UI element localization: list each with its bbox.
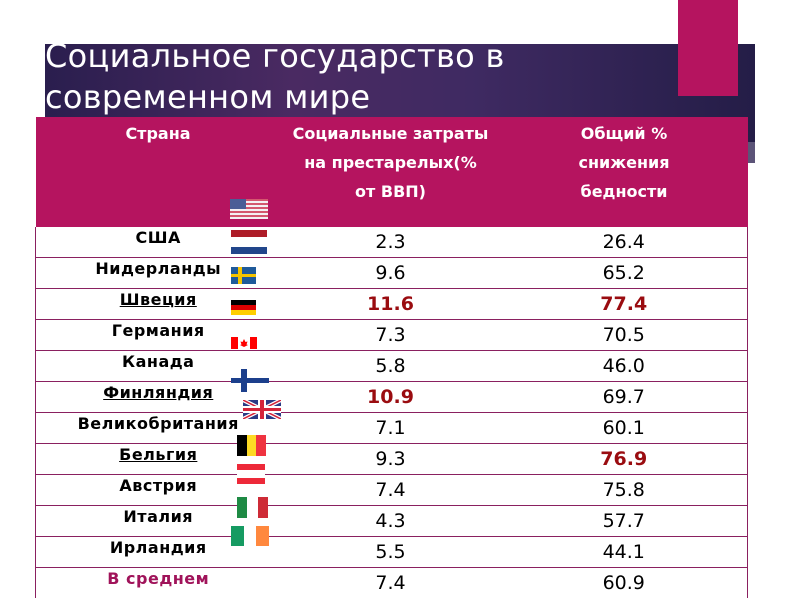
header-spending-label: Социальные затраты на престарелых(% от В… [292,124,489,201]
cell-country: Австрия [35,474,281,518]
cell-poverty: 60.9 [500,567,748,598]
cell-country: Италия [35,505,281,546]
header-country-label: Страна [125,124,191,143]
data-table: Страна Социальные затраты на престарелых… [35,117,748,598]
cell-spending: 7.1 [280,412,501,444]
title-band-shade [745,142,755,163]
header-poverty-label: Общий % снижения бедности [578,124,670,201]
cell-spending: 7.3 [280,319,501,351]
germany-flag-icon [231,300,256,315]
cell-country: Нидерланды [35,257,281,289]
average-label: В среднем [107,569,210,588]
country-name: Ирландия [109,538,207,557]
table-row: Финляндия 10.9 69.7 [35,381,748,419]
cell-country: Финляндия [35,381,281,419]
decorative-accent-block [678,0,738,96]
country-name: Италия [123,507,194,526]
cell-poverty: 60.1 [500,412,748,444]
canada-flag-icon [231,337,257,349]
cell-spending: 2.3 [280,227,501,258]
cell-spending: 9.3 [280,443,501,475]
header-country: Страна [35,117,281,227]
usa-flag-icon [229,199,268,219]
cell-spending: 4.3 [280,505,501,537]
table-row: США 2.3 26.4 [35,227,748,258]
country-name: США [135,228,181,247]
cell-poverty: 76.9 [500,443,748,475]
cell-country: Великобритания [35,412,281,456]
cell-country: США [35,227,281,258]
cell-poverty: 26.4 [500,227,748,258]
cell-poverty: 75.8 [500,474,748,506]
slide-title-line-2: современном мире [45,78,371,116]
table-row: Бельгия 9.3 76.9 [35,443,748,484]
cell-spending: 5.5 [280,536,501,568]
slide-title: Социальное государство в современном мир… [45,36,505,118]
table-row-average: В среднем 7.4 60.9 [35,567,748,598]
cell-country: Канада [35,350,281,392]
country-name: Швеция [119,290,197,309]
country-name: Нидерланды [95,259,222,278]
table-header-row: Страна Социальные затраты на престарелых… [35,117,748,227]
slide-title-line-1: Социальное государство в [45,37,505,75]
country-name: Финляндия [103,383,214,402]
header-spending: Социальные затраты на престарелых(% от В… [280,117,501,227]
cell-poverty: 69.7 [500,381,748,413]
cell-spending: 7.4 [280,474,501,506]
table-row: Великобритания 7.1 60.1 [35,412,748,456]
table-row: Италия 4.3 57.7 [35,505,748,546]
header-poverty: Общий % снижения бедности [500,117,748,227]
cell-poverty: 70.5 [500,319,748,351]
cell-poverty: 77.4 [500,288,748,320]
sweden-flag-icon [231,267,256,284]
cell-poverty: 57.7 [500,505,748,537]
cell-spending: 5.8 [280,350,501,382]
country-name: Великобритания [77,414,239,433]
cell-poverty: 65.2 [500,257,748,289]
cell-country: В среднем [35,567,281,598]
table-row: Канада 5.8 46.0 [35,350,748,392]
cell-country: Бельгия [35,443,281,484]
country-name: Германия [111,321,205,340]
cell-country: Швеция [35,288,281,320]
cell-country: Ирландия [35,536,281,568]
table-row: Ирландия 5.5 44.1 [35,536,748,568]
country-name: Канада [122,352,195,371]
netherlands-flag-icon [231,230,267,254]
table-row: Швеция 11.6 77.4 [35,288,748,320]
cell-poverty: 46.0 [500,350,748,382]
cell-spending: 10.9 [280,381,501,413]
cell-country: Германия [35,319,281,351]
table-row: Германия 7.3 70.5 [35,319,748,351]
country-name: Австрия [119,476,198,495]
cell-spending: 9.6 [280,257,501,289]
table-row: Австрия 7.4 75.8 [35,474,748,518]
country-name: Бельгия [119,445,198,464]
table-row: Нидерланды 9.6 65.2 [35,257,748,289]
cell-poverty: 44.1 [500,536,748,568]
cell-spending: 11.6 [280,288,501,320]
cell-spending: 7.4 [375,572,406,594]
